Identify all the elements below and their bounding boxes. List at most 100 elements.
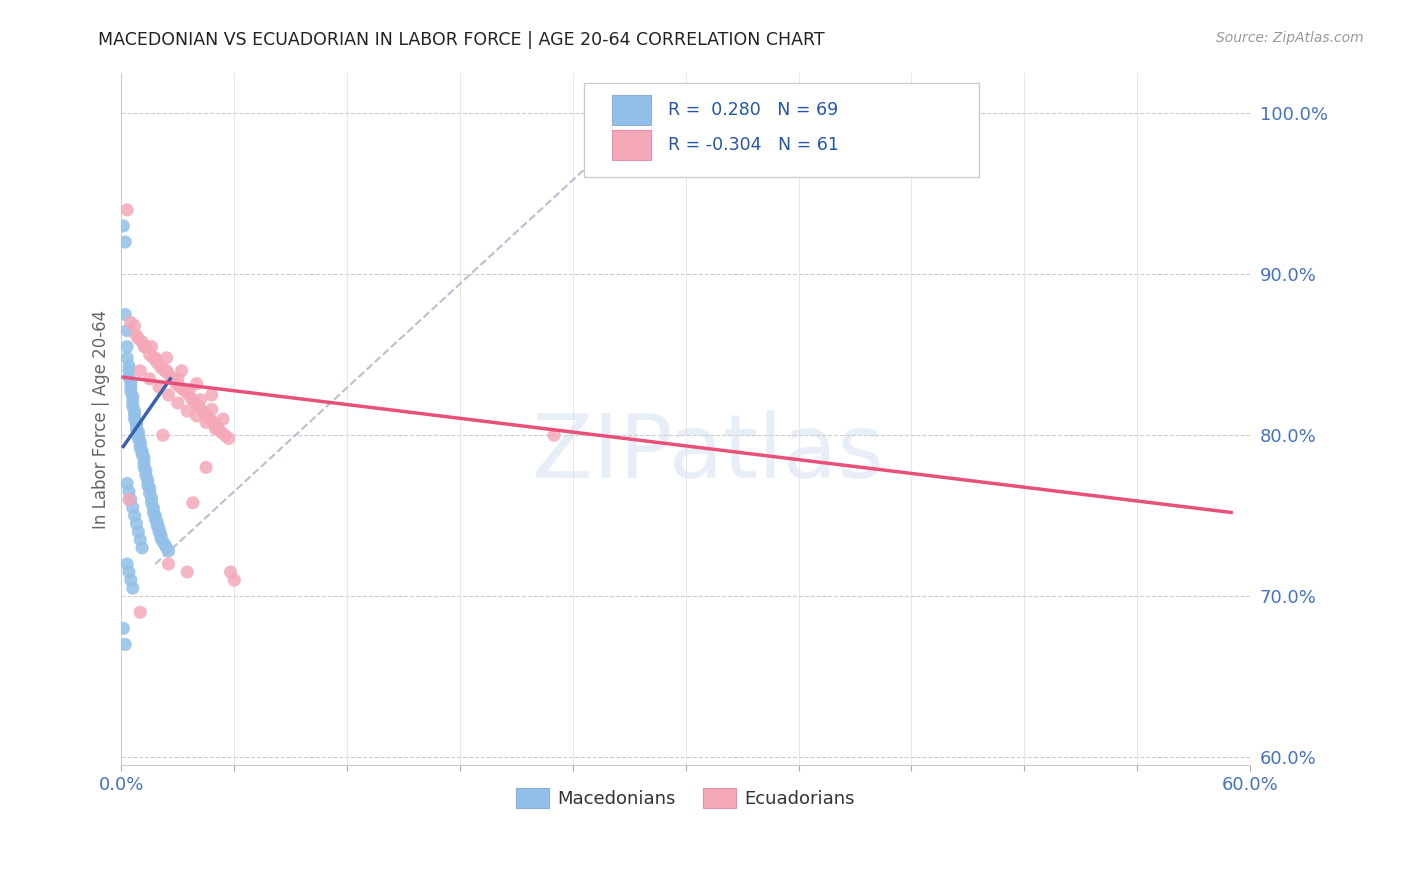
Point — [115, 324, 138, 338]
Point — [153, 538, 176, 552]
Point — [121, 394, 143, 409]
Point — [173, 383, 195, 397]
Point — [125, 422, 148, 436]
Text: R =  0.280   N = 69: R = 0.280 N = 69 — [668, 101, 838, 119]
Point — [138, 481, 160, 495]
Point — [207, 420, 229, 434]
Point — [120, 384, 142, 399]
Point — [149, 528, 172, 542]
Point — [190, 392, 212, 407]
Point — [187, 399, 209, 413]
Point — [214, 428, 236, 442]
Point — [131, 334, 153, 349]
Point — [204, 422, 226, 436]
Point — [114, 308, 136, 322]
Point — [167, 372, 190, 386]
Point — [224, 573, 246, 587]
Point — [129, 364, 152, 378]
Point — [120, 316, 142, 330]
Point — [121, 399, 143, 413]
Point — [127, 431, 149, 445]
Point — [149, 531, 172, 545]
Point — [127, 332, 149, 346]
Point — [195, 460, 218, 475]
Point — [118, 492, 141, 507]
Point — [180, 391, 202, 405]
Point — [142, 351, 165, 365]
Point — [114, 235, 136, 249]
Point — [176, 404, 198, 418]
Point — [120, 573, 142, 587]
Point — [127, 425, 149, 439]
Point — [115, 340, 138, 354]
Point — [129, 605, 152, 619]
Point — [129, 434, 152, 449]
Point — [155, 541, 177, 555]
Point — [131, 541, 153, 555]
Point — [115, 557, 138, 571]
Point — [167, 396, 190, 410]
Point — [148, 380, 170, 394]
Point — [125, 328, 148, 343]
Point — [219, 565, 242, 579]
Point — [148, 522, 170, 536]
Point — [184, 396, 207, 410]
Point — [118, 484, 141, 499]
Point — [132, 460, 155, 475]
Point — [195, 407, 218, 421]
Point — [176, 386, 198, 401]
Point — [136, 473, 159, 487]
Point — [138, 348, 160, 362]
Point — [129, 441, 152, 455]
Point — [176, 565, 198, 579]
Point — [543, 428, 565, 442]
Point — [170, 364, 193, 378]
Point — [124, 508, 146, 523]
Point — [143, 512, 166, 526]
Point — [131, 448, 153, 462]
Point — [131, 444, 153, 458]
Point — [129, 533, 152, 547]
Point — [157, 557, 180, 571]
Point — [165, 376, 187, 391]
Point — [179, 383, 201, 397]
Point — [112, 219, 135, 233]
Point — [120, 380, 142, 394]
Point — [118, 359, 141, 373]
Point — [138, 486, 160, 500]
Point — [138, 372, 160, 386]
Text: ZIPatlas: ZIPatlas — [533, 410, 884, 497]
Point — [124, 318, 146, 333]
Point — [195, 415, 218, 429]
Point — [115, 202, 138, 217]
Point — [153, 364, 176, 378]
Point — [136, 478, 159, 492]
Point — [115, 476, 138, 491]
Point — [135, 464, 157, 478]
Point — [186, 409, 208, 423]
Point — [142, 500, 165, 515]
Point — [129, 438, 152, 452]
Point — [127, 524, 149, 539]
Point — [149, 360, 172, 375]
Point — [125, 415, 148, 429]
Point — [157, 544, 180, 558]
Point — [141, 496, 163, 510]
Point — [124, 412, 146, 426]
Point — [146, 518, 169, 533]
Point — [146, 515, 169, 529]
Point — [186, 376, 208, 391]
Point — [141, 491, 163, 505]
Point — [157, 388, 180, 402]
Point — [198, 412, 221, 426]
Point — [155, 364, 177, 378]
Point — [121, 500, 143, 515]
Point — [120, 492, 142, 507]
Point — [169, 380, 191, 394]
Point — [124, 404, 146, 418]
Point — [201, 402, 224, 417]
Point — [146, 356, 169, 370]
Point — [121, 581, 143, 595]
Legend: Macedonians, Ecuadorians: Macedonians, Ecuadorians — [509, 780, 862, 815]
Y-axis label: In Labor Force | Age 20-64: In Labor Force | Age 20-64 — [93, 310, 110, 529]
